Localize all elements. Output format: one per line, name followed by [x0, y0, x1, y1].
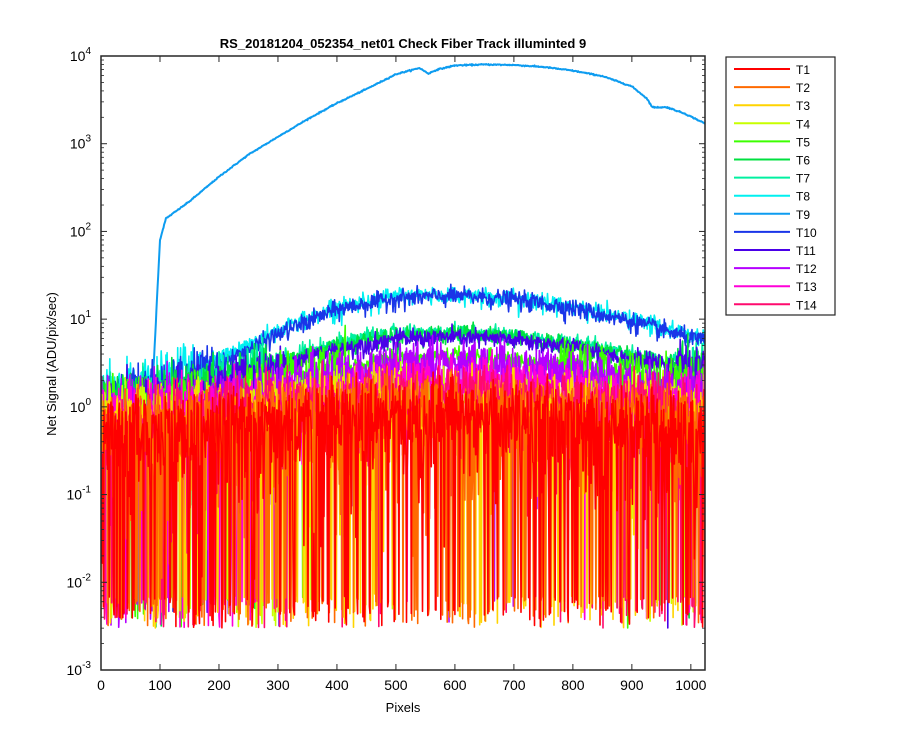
legend-label-t2: T2: [796, 81, 810, 95]
x-tick-label: 900: [620, 677, 644, 693]
legend-label-t10: T10: [796, 226, 817, 240]
series-line-t10: [101, 283, 705, 613]
chart-title: RS_20181204_052354_net01 Check Fiber Tra…: [220, 36, 586, 51]
x-tick-label: 200: [207, 677, 231, 693]
x-tick-label: 100: [148, 677, 172, 693]
legend-label-t4: T4: [796, 117, 810, 131]
legend: T1 T2 T3 T4 T5 T6 T7 T8 T9 T10 T11 T12 T13 T14: [725, 56, 836, 316]
y-tick-label: 10-2: [67, 572, 92, 590]
legend-label-t6: T6: [796, 154, 810, 168]
x-tick-label: 500: [384, 677, 408, 693]
y-tick-label: 10-1: [67, 485, 92, 503]
legend-label-t1: T1: [796, 63, 810, 77]
y-tick-label: 102: [70, 221, 92, 239]
legend-label-t11: T11: [796, 244, 816, 258]
x-tick-label: 400: [325, 677, 349, 693]
legend-label-t13: T13: [796, 280, 817, 294]
plot-frame: [100, 55, 706, 671]
x-tick-label: 0: [97, 677, 105, 693]
y-tick-label: 10-3: [67, 660, 92, 678]
legend-label-t9: T9: [796, 208, 810, 222]
x-tick-label: 600: [443, 677, 467, 693]
y-tick-label: 103: [70, 134, 92, 152]
y-axis-label: Net Signal (ADU/pix/sec): [44, 292, 59, 436]
y-tick-label: 104: [70, 46, 92, 64]
legend-box: [725, 56, 836, 316]
axes: 0 100 200 300 400 500 600 700 800 900 1000 10-3 10-2…: [67, 46, 707, 693]
legend-label-t7: T7: [796, 172, 810, 186]
x-tick-label: 700: [502, 677, 526, 693]
plot-area: [101, 63, 705, 629]
x-axis-label: Pixels: [386, 700, 421, 715]
legend-label-t8: T8: [796, 190, 810, 204]
series-line-t9: [101, 63, 705, 398]
series-line-t1: [101, 371, 705, 629]
legend-label-t5: T5: [796, 135, 810, 149]
x-tick-label: 800: [561, 677, 585, 693]
legend-label-t3: T3: [796, 99, 810, 113]
legend-label-t12: T12: [796, 262, 817, 276]
legend-label-t14: T14: [796, 298, 817, 312]
x-tick-label: 300: [266, 677, 290, 693]
y-tick-label: 100: [70, 397, 92, 415]
series-line-t2: [101, 367, 705, 628]
x-tick-label: 1000: [675, 677, 706, 693]
y-tick-label: 101: [70, 309, 92, 327]
